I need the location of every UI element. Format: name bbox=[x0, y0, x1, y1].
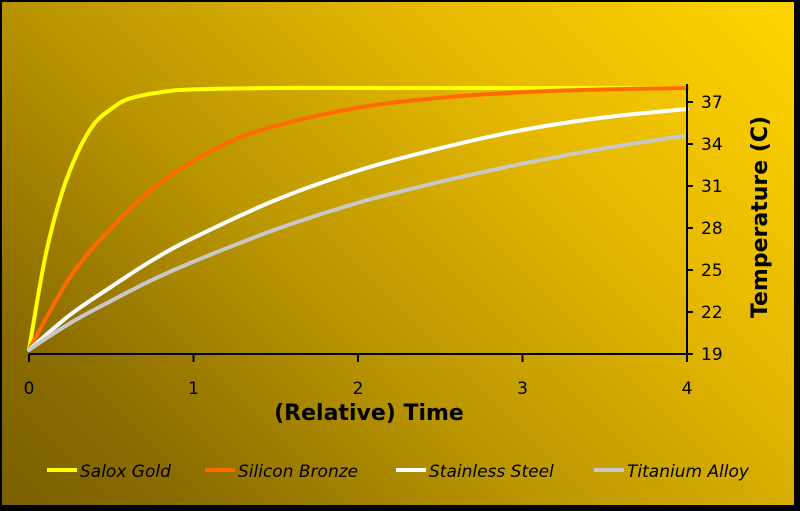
series-line-titanium-alloy bbox=[27, 133, 689, 352]
legend-label: Titanium Alloy bbox=[627, 462, 750, 482]
x-tick-label: 4 bbox=[682, 379, 693, 399]
legend-label: Stainless Steel bbox=[429, 462, 554, 482]
x-tick-label: 3 bbox=[517, 379, 528, 399]
y-tick-label: 34 bbox=[701, 135, 723, 155]
series-lines bbox=[27, 85, 689, 352]
x-tick-label: 0 bbox=[24, 379, 35, 399]
legend-item: Titanium Alloy bbox=[594, 462, 750, 482]
legend-item: Salox Gold bbox=[47, 462, 171, 482]
y-tick-label: 37 bbox=[701, 93, 723, 113]
legend-item: Stainless Steel bbox=[396, 462, 554, 482]
x-axis-title: (Relative) Time bbox=[274, 401, 464, 426]
legend-label: Silicon Bronze bbox=[238, 462, 358, 482]
y-tick-label: 25 bbox=[701, 261, 723, 281]
series-line-salox-gold bbox=[27, 85, 689, 352]
legend-label: Salox Gold bbox=[80, 462, 171, 482]
y-tick-label: 22 bbox=[701, 303, 723, 323]
legend-item: Silicon Bronze bbox=[205, 462, 358, 482]
y-tick-label: 19 bbox=[701, 345, 723, 365]
x-axis-ticks: 0 1 2 3 4 bbox=[24, 354, 693, 399]
series-line-stainless-steel bbox=[27, 107, 689, 352]
legend: Salox Gold Silicon Bronze Stainless Steel T… bbox=[47, 462, 750, 482]
y-axis-ticks: 19 22 25 28 31 34 37 bbox=[687, 93, 723, 365]
y-tick-label: 31 bbox=[701, 177, 723, 197]
series-line-silicon-bronze bbox=[27, 86, 689, 352]
y-tick-label: 28 bbox=[701, 219, 723, 239]
x-tick-label: 2 bbox=[353, 379, 364, 399]
y-axis-title: Temperature (C) bbox=[748, 116, 773, 318]
x-tick-label: 1 bbox=[188, 379, 199, 399]
